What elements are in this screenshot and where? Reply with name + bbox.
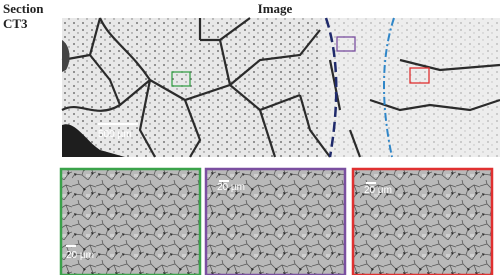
scale-bar-label: 20 µm (217, 182, 245, 193)
detail-image (59, 167, 202, 275)
detail-image (204, 167, 347, 275)
scale-bar-label: 500 µm (98, 129, 132, 140)
overview-image (61, 17, 500, 158)
scale-bar-label: 20 µm (364, 185, 392, 196)
detail-image (351, 167, 494, 275)
row-label: CT3 (3, 16, 28, 31)
column-header: Image (258, 1, 293, 16)
scale-bar-label: 20 µm (66, 250, 94, 261)
column-header: Section (3, 1, 44, 16)
